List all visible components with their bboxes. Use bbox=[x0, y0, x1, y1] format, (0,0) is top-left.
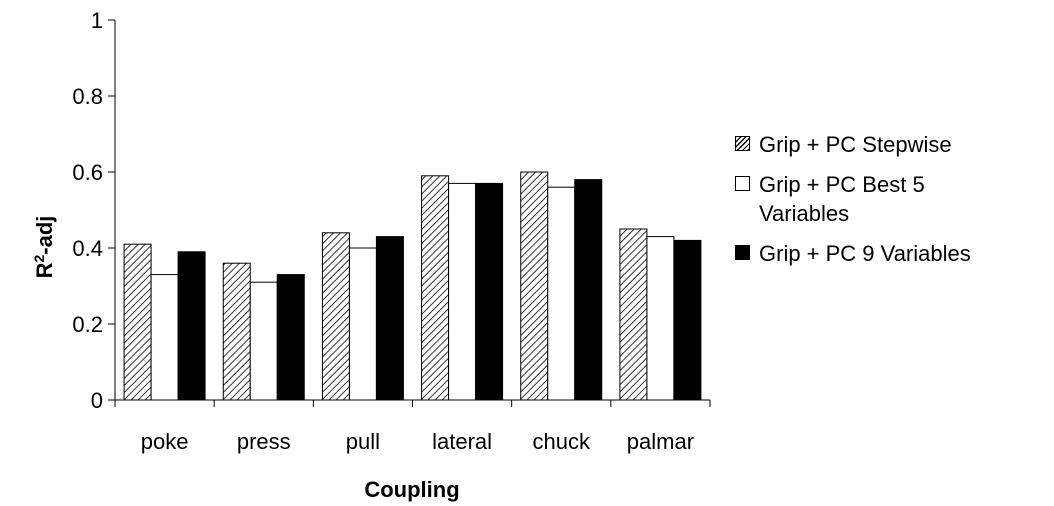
legend-label: Grip + PC Best 5 bbox=[759, 172, 925, 197]
bar-press-series-2 bbox=[249, 281, 278, 401]
bar-poke-series-3 bbox=[177, 251, 206, 401]
y-tick-label: 0 bbox=[91, 388, 103, 413]
y-axis-title-suffix: -adj bbox=[32, 216, 57, 255]
legend-swatch-hatched bbox=[735, 136, 750, 151]
y-tick-label: 0.4 bbox=[72, 236, 103, 261]
bars-group bbox=[123, 171, 702, 401]
y-axis-title-base: R bbox=[32, 262, 57, 278]
bar-pull-series-1 bbox=[321, 232, 350, 401]
labels-group: 0 0.2 0.4 0.6 0.8 1 poke press pull lateral chuck p… bbox=[72, 8, 694, 454]
axes-group bbox=[108, 19, 711, 407]
y-tick-label: 0.8 bbox=[72, 84, 103, 109]
bar-chuck-series-3 bbox=[574, 179, 603, 401]
legend: Grip + PC Stepwise Grip + PC Best 5 Vari… bbox=[735, 130, 1045, 279]
legend-item-9var: Grip + PC 9 Variables bbox=[735, 239, 1045, 268]
x-tick-label-press: press bbox=[237, 429, 291, 454]
y-tick-label: 0.2 bbox=[72, 312, 103, 337]
bar-chuck-series-1 bbox=[520, 171, 549, 401]
x-tick-label-poke: poke bbox=[141, 429, 189, 454]
x-tick-label-pull: pull bbox=[346, 429, 380, 454]
bar-palmar-series-2 bbox=[646, 236, 675, 401]
bar-palmar-series-3 bbox=[673, 239, 702, 401]
legend-swatch-white bbox=[735, 176, 750, 191]
y-axis-title: R2-adj bbox=[31, 216, 57, 279]
bar-palmar-series-1 bbox=[619, 228, 648, 401]
y-tick-label: 1 bbox=[91, 8, 103, 33]
bar-lateral-series-1 bbox=[421, 175, 450, 401]
legend-item-stepwise: Grip + PC Stepwise bbox=[735, 130, 1045, 159]
bar-poke-series-1 bbox=[123, 243, 152, 401]
bar-poke-series-2 bbox=[150, 274, 179, 401]
legend-swatch-black bbox=[735, 245, 750, 260]
y-axis-title-superscript: 2 bbox=[31, 255, 47, 263]
bar-lateral-series-3 bbox=[475, 182, 504, 401]
legend-label-line2: Variables bbox=[759, 201, 850, 226]
bar-pull-series-3 bbox=[375, 236, 404, 401]
x-tick-label-palmar: palmar bbox=[627, 429, 694, 454]
x-axis-title: Coupling bbox=[364, 477, 459, 502]
bar-press-series-3 bbox=[276, 274, 305, 401]
legend-label: Grip + PC 9 Variables bbox=[759, 241, 971, 266]
x-tick-label-chuck: chuck bbox=[533, 429, 591, 454]
x-tick-label-lateral: lateral bbox=[432, 429, 492, 454]
y-tick-label: 0.6 bbox=[72, 160, 103, 185]
bar-pull-series-2 bbox=[348, 247, 377, 401]
bar-chuck-series-2 bbox=[547, 186, 576, 401]
legend-item-best5: Grip + PC Best 5 Variables bbox=[735, 170, 1045, 228]
bar-press-series-1 bbox=[222, 262, 251, 401]
legend-label: Grip + PC Stepwise bbox=[759, 132, 952, 157]
bar-lateral-series-2 bbox=[448, 182, 477, 401]
